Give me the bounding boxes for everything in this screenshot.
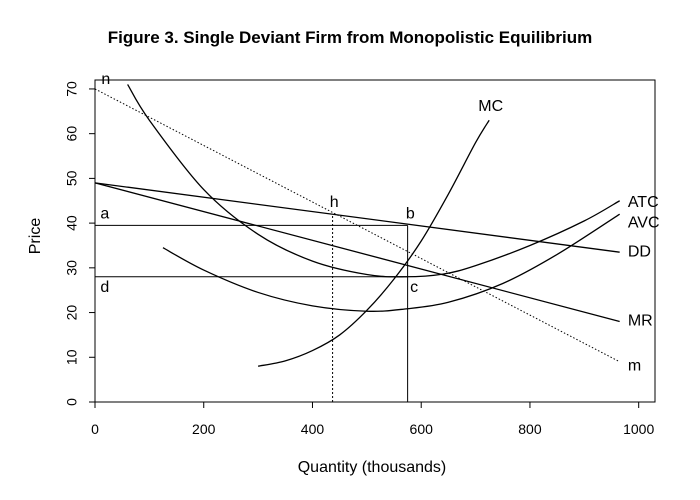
y-tick-label: 10 — [64, 349, 80, 365]
curve-label-avc: AVC — [628, 214, 660, 231]
plot-frame — [94, 79, 656, 403]
y-tick-label: 50 — [64, 170, 80, 186]
x-tick-label: 800 — [518, 421, 542, 437]
curve-label-mr: MR — [628, 313, 653, 330]
y-tick-label: 60 — [64, 126, 80, 142]
curves — [94, 84, 621, 367]
y-tick-label: 70 — [64, 81, 80, 97]
series-dd-line — [94, 182, 620, 253]
x-axis-label: Quantity (thousands) — [298, 459, 447, 476]
series-mr-line — [94, 182, 620, 323]
x-tick-label: 400 — [301, 421, 325, 437]
y-tick-label: 40 — [64, 215, 80, 231]
series-m-line — [94, 88, 620, 363]
curve-label-atc: ATC — [628, 194, 659, 211]
y-tick-label: 30 — [64, 260, 80, 276]
point-label-c: c — [410, 279, 418, 296]
curve-label-dd: DD — [628, 243, 651, 260]
series-avc-line — [162, 213, 621, 312]
x-axis: 0 200 400 600 800 1000 — [91, 402, 654, 437]
point-label-b: b — [406, 205, 415, 222]
series-mc-line — [257, 119, 490, 367]
x-tick-label: 0 — [91, 421, 99, 437]
chart-title: Figure 3. Single Deviant Firm from Monop… — [107, 28, 593, 47]
point-label-h: h — [330, 194, 339, 211]
point-label-n: n — [101, 71, 110, 88]
series-atc-line — [127, 84, 620, 278]
y-tick-label: 0 — [64, 398, 80, 406]
y-axis: 0 10 20 30 40 50 60 70 — [64, 81, 95, 406]
y-axis-label: Price — [27, 218, 44, 255]
y-tick-label: 20 — [64, 305, 80, 321]
reference-lines — [95, 214, 409, 402]
point-label-a: a — [100, 205, 109, 222]
x-tick-label: 600 — [410, 421, 434, 437]
x-tick-label: 1000 — [623, 421, 654, 437]
x-tick-label: 200 — [192, 421, 216, 437]
curve-label-mc: MC — [478, 98, 503, 115]
chart-labels: MC ATC AVC DD MR m n h b a d c — [100, 71, 659, 374]
point-label-d: d — [100, 279, 109, 296]
curve-label-m: m — [628, 357, 641, 374]
